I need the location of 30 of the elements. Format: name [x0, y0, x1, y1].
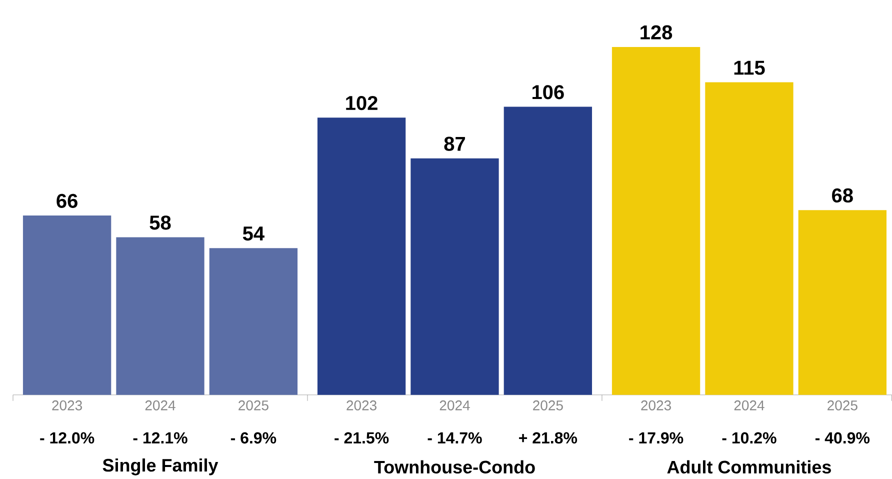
data-label: 87 [444, 136, 465, 151]
text: Adult Communities [667, 460, 831, 474]
x-tick-label: 2024 [734, 400, 764, 410]
text: - 17.9% [629, 432, 684, 444]
text: - 12.1% [133, 432, 188, 444]
data-label: 68 [832, 188, 853, 203]
text: - 6.9% [230, 432, 276, 444]
text: - 14.7% [428, 432, 482, 444]
data-label: 102 [346, 96, 378, 110]
text: + 21.8% [519, 432, 578, 444]
text: Single Family [102, 458, 218, 476]
text: - 10.2% [722, 432, 776, 444]
x-tick-label: 2023 [346, 400, 376, 410]
data-label: 54 [242, 226, 264, 241]
data-label: 115 [734, 60, 765, 75]
x-tick-label: 2025 [533, 400, 563, 410]
data-label: 106 [532, 85, 564, 100]
x-tick-label: 2024 [440, 400, 470, 410]
data-label: 66 [56, 194, 78, 208]
text: Townhouse-Condo [374, 460, 535, 474]
data-label: 128 [640, 25, 672, 40]
x-tick-label: 2025 [828, 400, 858, 410]
x-tick-label: 2023 [52, 400, 82, 410]
text: - 12.0% [40, 432, 94, 444]
text: - 21.5% [334, 432, 389, 444]
x-tick-label: 2024 [145, 400, 176, 410]
data-label: 58 [150, 216, 171, 230]
text: - 40.9% [815, 432, 870, 444]
x-tick-label: 2025 [238, 400, 268, 410]
x-tick-label: 2023 [641, 400, 671, 410]
